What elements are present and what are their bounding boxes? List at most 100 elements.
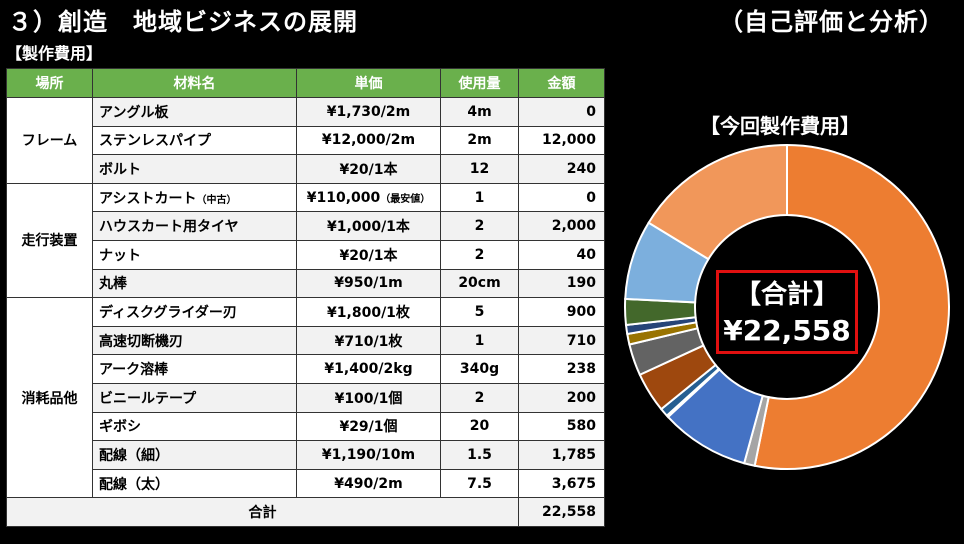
amount-cell: 190 [518, 268, 605, 299]
material-name: ビニールテープ [99, 390, 197, 407]
unit-price: ¥1,000/1本 [327, 219, 410, 236]
header-location: 場所 [6, 68, 93, 98]
unit-price: ¥1,400/2kg [324, 361, 413, 378]
quantity-cell: 12 [440, 154, 519, 184]
amount-cell: 200 [518, 382, 605, 413]
unit-price-cell: ¥1,400/2kg [296, 354, 441, 384]
material-note: （中古） [196, 194, 237, 206]
quantity-cell: 2 [440, 211, 519, 241]
table-row: ナット ¥20/1本 2 40 [7, 239, 605, 270]
quantity-cell: 20 [440, 411, 519, 442]
amount-cell: 40 [518, 239, 605, 270]
unit-price-cell: ¥29/1個 [296, 411, 441, 442]
amount-cell: 0 [518, 97, 605, 127]
cost-donut-chart [624, 143, 950, 470]
table-row: 高速切断機刃 ¥710/1枚 1 710 [7, 325, 605, 356]
donut-slice [647, 143, 788, 261]
amount-cell: 710 [518, 325, 605, 356]
table-row: ハウスカート用タイヤ ¥1,000/1本 2 2,000 [7, 211, 605, 241]
header-quantity: 使用量 [440, 68, 519, 98]
material-name: ディスクグライダー刃 [99, 304, 237, 321]
material-cell: ギボシ [92, 411, 297, 442]
material-cell: ステンレスパイプ [92, 125, 297, 156]
table-row: 走行装置 アシストカート（中古） ¥110,000（最安値） 1 0 [6, 182, 605, 299]
table-row: アーク溶棒 ¥1,400/2kg 340g 238 [7, 354, 605, 384]
chart-title: 【今回製作費用】 [700, 114, 860, 138]
quantity-cell: 7.5 [440, 468, 519, 499]
unit-price-cell: ¥950/1m [296, 268, 441, 299]
unit-price-cell: ¥710/1枚 [296, 325, 441, 356]
quantity-cell: 1 [440, 182, 519, 213]
unit-price: ¥1,800/1枚 [327, 304, 410, 321]
unit-price-cell: ¥490/2m [296, 468, 441, 499]
quantity-cell: 340g [440, 354, 519, 384]
total-row: 合計 22,558 [6, 497, 605, 527]
unit-price: ¥1,730/2m [326, 103, 411, 120]
unit-price-cell: ¥1,000/1本 [296, 211, 441, 241]
unit-price: ¥20/1本 [339, 247, 398, 264]
unit-price: ¥100/1個 [334, 390, 403, 407]
quantity-cell: 4m [440, 97, 519, 127]
unit-price-cell: ¥1,800/1枚 [296, 297, 441, 327]
total-box-value: ¥22,558 [723, 314, 851, 347]
unit-price: ¥20/1本 [339, 161, 398, 178]
material-name: 配線（細） [99, 447, 169, 464]
donut-slice [753, 143, 950, 470]
material-cell: 配線（太） [92, 468, 297, 499]
header-amount: 金額 [518, 68, 605, 98]
unit-price: ¥110,000 [306, 189, 381, 206]
material-name: ボルト [99, 161, 141, 178]
cost-table: 場所 材料名 単価 使用量 金額 フレーム アングル板 ¥1,730/2m 4m 0 ステ… [6, 68, 605, 527]
unit-price: ¥1,190/10m [321, 446, 416, 463]
table-row: ボルト ¥20/1本 12 240 [7, 154, 605, 184]
header-unit-price: 単価 [296, 68, 441, 98]
quantity-cell: 1 [440, 325, 519, 356]
table-body: フレーム アングル板 ¥1,730/2m 4m 0 ステンレスパイプ ¥12,000/2m 2… [6, 97, 605, 527]
quantity-cell: 2m [440, 125, 519, 156]
unit-price-cell: ¥1,730/2m [296, 97, 441, 127]
material-name: アーク溶棒 [99, 362, 169, 379]
material-name: アングル板 [99, 104, 169, 121]
amount-cell: 1,785 [518, 440, 605, 470]
location-cell: 消耗品他 [6, 297, 93, 499]
unit-price-note: （最安値） [380, 193, 431, 205]
amount-cell: 12,000 [518, 125, 605, 156]
location-cell: フレーム [6, 97, 93, 184]
material-cell: アングル板 [92, 97, 297, 127]
material-cell: ナット [92, 239, 297, 270]
material-cell: ビニールテープ [92, 382, 297, 413]
table-row: 配線（細） ¥1,190/10m 1.5 1,785 [7, 440, 605, 470]
unit-price-cell: ¥1,190/10m [296, 440, 441, 470]
material-name: ギボシ [99, 419, 141, 436]
amount-cell: 580 [518, 411, 605, 442]
table-row: ビニールテープ ¥100/1個 2 200 [7, 382, 605, 413]
amount-cell: 0 [518, 182, 605, 213]
material-cell: 丸棒 [92, 268, 297, 299]
page-subtitle: （自己評価と分析） [719, 8, 944, 36]
table-row: 丸棒 ¥950/1m 20cm 190 [7, 268, 605, 299]
table-row: ステンレスパイプ ¥12,000/2m 2m 12,000 [7, 125, 605, 156]
quantity-cell: 2 [440, 382, 519, 413]
unit-price: ¥12,000/2m [321, 132, 416, 149]
total-amount: 22,558 [518, 497, 605, 527]
quantity-cell: 2 [440, 239, 519, 270]
material-cell: ハウスカート用タイヤ [92, 211, 297, 241]
section-label: 【製作費用】 [6, 44, 103, 63]
material-cell: 配線（細） [92, 440, 297, 470]
material-cell: ディスクグライダー刃 [92, 297, 297, 327]
table-row: 消耗品他 ディスクグライダー刃 ¥1,800/1枚 5 900 [6, 297, 605, 499]
amount-cell: 900 [518, 297, 605, 327]
material-name: 配線（太） [99, 476, 169, 493]
total-highlight-box: 【合計】 ¥22,558 [716, 270, 858, 354]
unit-price-cell: ¥12,000/2m [296, 125, 441, 156]
material-cell: 高速切断機刃 [92, 325, 297, 356]
material-name: ナット [99, 247, 141, 264]
material-name: アシストカート [99, 190, 197, 207]
quantity-cell: 1.5 [440, 440, 519, 470]
amount-cell: 240 [518, 154, 605, 184]
table-row: ギボシ ¥29/1個 20 580 [7, 411, 605, 442]
quantity-cell: 5 [440, 297, 519, 327]
table-row: フレーム アングル板 ¥1,730/2m 4m 0 [6, 97, 605, 184]
total-box-label: 【合計】 [734, 280, 839, 310]
material-name: ステンレスパイプ [99, 133, 211, 150]
